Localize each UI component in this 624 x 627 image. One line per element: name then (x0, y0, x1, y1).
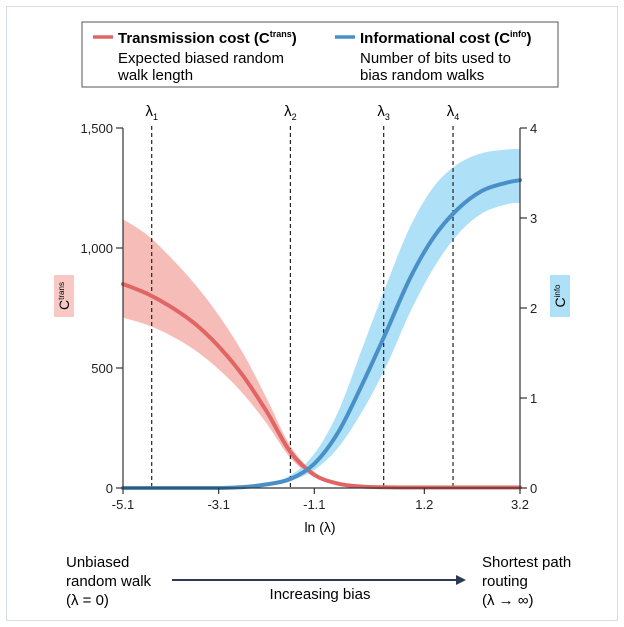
footer-center: Increasing bias (270, 586, 371, 603)
x-tick-label: -3.1 (207, 497, 229, 512)
x-tick-label: 1.2 (415, 497, 433, 512)
legend-desc-informational-1: Number of bits used to (360, 50, 511, 67)
legend-desc-transmission-2: walk length (117, 67, 193, 84)
y-right-tick-label: 0 (530, 481, 537, 496)
y-left-tick-label: 1,000 (80, 241, 113, 256)
lambda-label-3: λ3 (377, 103, 390, 122)
y-left-title-bg (54, 275, 74, 317)
y-left-tick-label: 1,500 (80, 121, 113, 136)
legend-box (81, 21, 559, 88)
y-left-tick-label: 0 (106, 481, 113, 496)
x-tick-label: -5.1 (112, 497, 134, 512)
footer-left-line3: (λ = 0) (66, 592, 109, 609)
footer-left-line1: Unbiased (66, 554, 129, 571)
y-right-title: Cinfo (550, 275, 570, 317)
band-transmission (123, 219, 520, 488)
footer-right-line3: (λ → ∞) (482, 592, 534, 609)
legend: Transmission cost (Ctrans) Expected bias… (81, 21, 559, 88)
lambda-label-2: λ2 (284, 103, 297, 122)
x-tick-label: -1.1 (303, 497, 325, 512)
y-right-tick-label: 4 (530, 121, 537, 136)
y-left-title: Ctrans (54, 275, 74, 317)
legend-desc-transmission-1: Expected biased random (118, 50, 284, 67)
footer-left-line2: random walk (66, 573, 152, 590)
lambda-label-4: λ4 (447, 103, 460, 122)
legend-desc-informational-2: bias random walks (360, 67, 484, 84)
lambda-label-1: λ1 (145, 103, 158, 122)
y-right-tick-label: 3 (530, 211, 537, 226)
y-right-tick-label: 2 (530, 301, 537, 316)
x-axis-title: ln (λ) (304, 519, 335, 535)
footer: Unbiased random walk (λ = 0) Increasing … (66, 554, 571, 609)
y-left-title-text: Ctrans (56, 282, 72, 310)
axes: 0 500 1,000 1,500 0 1 2 3 4 -5.1 -3.1 -1.1 1.2 3.2 (80, 121, 537, 512)
y-right-tick-label: 1 (530, 391, 537, 406)
bias-arrow-head (456, 575, 466, 585)
y-right-title-bg (550, 275, 570, 317)
lambda-lines: λ1 λ2 λ3 λ4 (145, 103, 459, 488)
footer-right-line2: routing (482, 573, 528, 590)
band-informational (123, 148, 520, 489)
figure-frame (6, 6, 618, 621)
footer-right-line1: Shortest path (482, 554, 571, 571)
legend-label-informational: Informational cost (Cinfo) (360, 29, 532, 47)
legend-label-transmission: Transmission cost (Ctrans) (118, 29, 297, 47)
confidence-bands (123, 148, 520, 489)
y-right-title-text: Cinfo (552, 284, 568, 308)
y-left-tick-label: 500 (91, 361, 113, 376)
x-tick-label: 3.2 (511, 497, 529, 512)
